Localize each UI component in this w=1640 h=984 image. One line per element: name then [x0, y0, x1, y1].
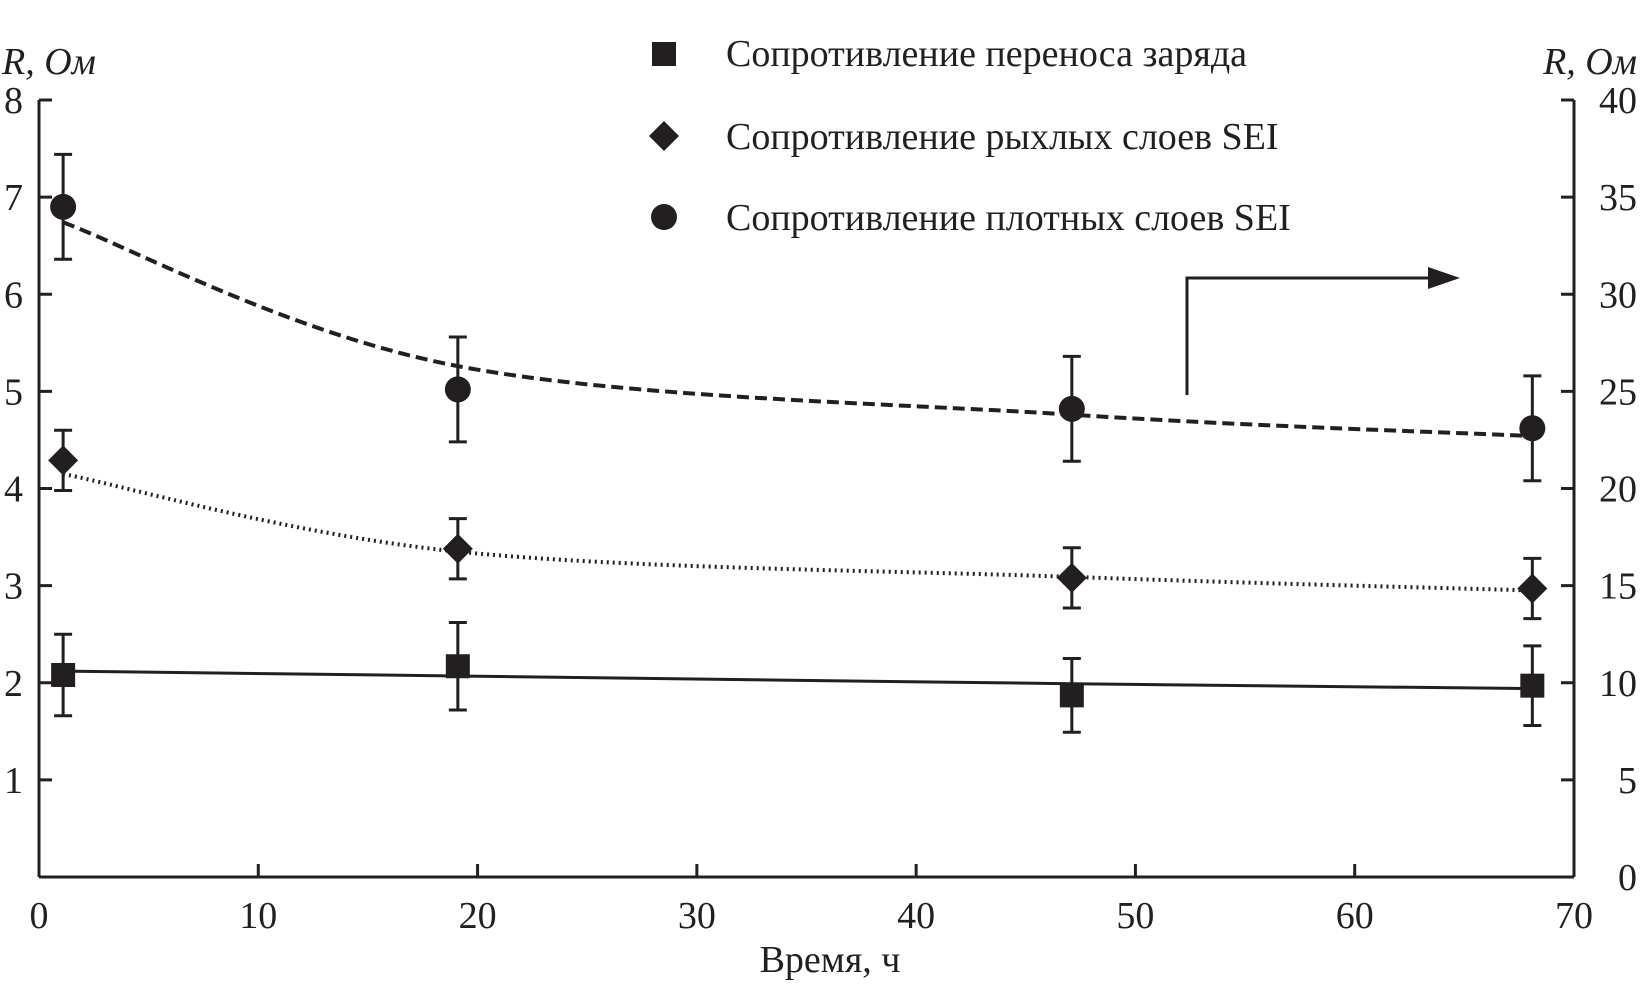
y-left-tick-label: 6 — [4, 274, 23, 316]
y-right-tick-label: 10 — [1599, 663, 1637, 705]
fit-curve-series-2 — [62, 220, 1533, 439]
axis-ticks: 0 10 20 30 40 50 60 70 1 2 3 4 5 6 7 8 0 5 10 15 20 25 30 35 40 — [4, 80, 1637, 937]
legend-label-loose-sei: Сопротивление рыхлых слоев SEI — [726, 116, 1279, 158]
x-tick-label: 60 — [1336, 895, 1374, 937]
y-right-tick-label: 20 — [1599, 469, 1637, 511]
square-marker — [1520, 673, 1545, 698]
diamond-marker — [48, 445, 79, 476]
legend-square-marker-icon — [652, 42, 676, 66]
square-marker — [445, 654, 470, 679]
right-axis-pointer-arrow-icon — [1185, 267, 1460, 395]
circle-marker — [444, 376, 471, 403]
y-right-tick-label: 15 — [1599, 566, 1637, 608]
legend-circle-marker-icon — [651, 204, 677, 230]
legend-label-dense-sei: Сопротивление плотных слоев SEI — [726, 197, 1291, 239]
x-tick-label: 30 — [678, 895, 716, 937]
y-right-tick-label: 35 — [1599, 177, 1637, 219]
y-right-tick-label: 40 — [1599, 80, 1637, 122]
x-tick-label: 10 — [239, 895, 277, 937]
y-right-tick-label: 0 — [1618, 857, 1637, 899]
circle-marker — [1058, 395, 1085, 422]
square-marker — [51, 662, 76, 687]
fit-curves — [62, 220, 1533, 691]
diamond-marker — [442, 533, 473, 564]
circle-marker — [1519, 415, 1546, 442]
fit-curve-series-0 — [63, 669, 1533, 691]
fit-curve-series-1 — [62, 471, 1533, 593]
y-left-tick-label: 1 — [4, 760, 23, 802]
legend-diamond-marker-icon — [649, 121, 679, 151]
y-right-tick-label: 5 — [1618, 760, 1637, 802]
left-axis-title: R, Ом — [1, 41, 96, 83]
x-tick-label: 70 — [1555, 895, 1593, 937]
x-tick-label: 50 — [1116, 895, 1154, 937]
y-left-tick-label: 8 — [4, 80, 23, 122]
y-left-tick-label: 4 — [4, 469, 23, 511]
y-right-tick-label: 30 — [1599, 274, 1637, 316]
right-axis-title: R, Ом — [1542, 41, 1637, 83]
x-tick-label: 0 — [30, 895, 49, 937]
circle-marker — [50, 193, 77, 220]
square-marker — [1059, 683, 1084, 708]
legend: Сопротивление переноса заряда Сопротивле… — [649, 33, 1291, 239]
x-tick-label: 20 — [459, 895, 497, 937]
error-bars — [54, 152, 1542, 734]
y-left-tick-label: 7 — [4, 177, 23, 219]
y-left-tick-label: 2 — [4, 663, 23, 705]
y-left-tick-label: 5 — [4, 371, 23, 413]
diamond-marker — [1517, 573, 1548, 604]
diamond-marker — [1056, 562, 1087, 593]
x-axis-title: Время, ч — [760, 939, 901, 981]
right-axis-title-text: R, Ом — [1542, 41, 1637, 83]
legend-label-charge-transfer: Сопротивление переноса заряда — [726, 33, 1247, 75]
x-tick-label: 40 — [897, 895, 935, 937]
left-axis-title-text: R, Ом — [1, 41, 96, 83]
y-left-tick-label: 3 — [4, 566, 23, 608]
data-markers — [48, 193, 1548, 708]
y-right-tick-label: 25 — [1599, 371, 1637, 413]
